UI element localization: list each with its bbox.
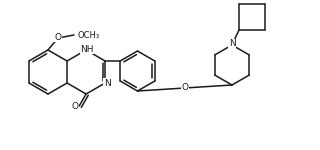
Text: O: O xyxy=(181,84,188,93)
Text: N: N xyxy=(104,78,110,87)
Text: N: N xyxy=(228,39,236,48)
Text: O: O xyxy=(72,102,79,111)
Text: NH: NH xyxy=(80,45,94,54)
Text: O: O xyxy=(54,33,61,42)
Text: OCH₃: OCH₃ xyxy=(77,30,99,39)
